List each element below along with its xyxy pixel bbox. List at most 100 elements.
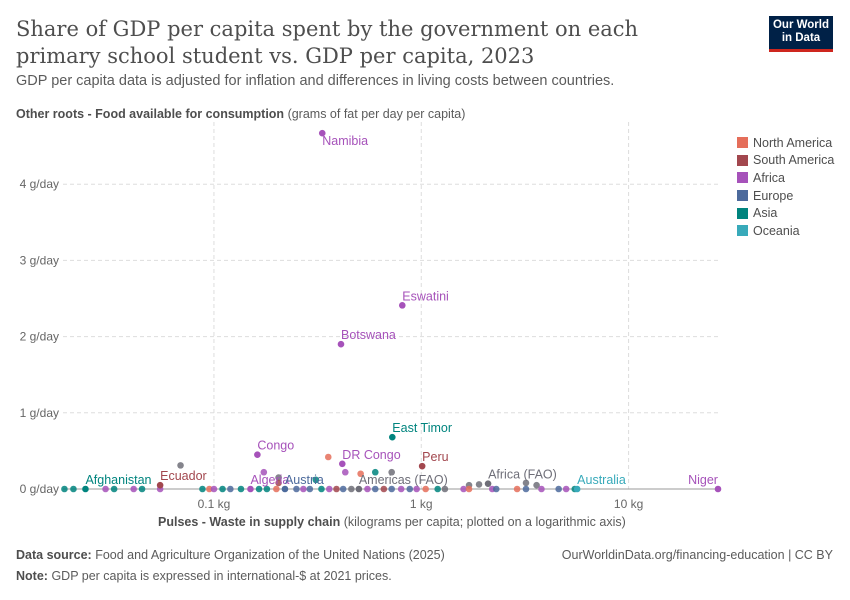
data-point — [418, 462, 426, 470]
data-point — [293, 485, 300, 493]
legend-item[interactable]: Europe — [737, 187, 834, 205]
data-point — [389, 433, 396, 441]
data-point — [492, 485, 500, 493]
data-point — [522, 485, 530, 493]
data-point — [273, 485, 280, 493]
data-point — [522, 479, 530, 487]
x-tick-label: 1 kg — [410, 497, 433, 511]
data-point — [397, 485, 405, 493]
y-tick-label: 0 g/day — [20, 482, 59, 496]
legend-swatch — [737, 190, 748, 202]
data-point — [371, 485, 379, 493]
legend-label: Oceania — [753, 223, 800, 238]
data-point — [388, 468, 395, 476]
data-point — [422, 485, 429, 493]
data-point — [102, 485, 109, 493]
legend-label: Europe — [753, 188, 794, 203]
y-tick-label: 1 g/day — [20, 406, 59, 420]
data-point — [177, 462, 184, 469]
data-point — [206, 485, 213, 493]
legend-swatch — [737, 172, 748, 184]
data-point — [434, 485, 441, 493]
data-point — [460, 485, 467, 493]
legend-swatch — [737, 154, 748, 166]
data-point — [371, 468, 379, 476]
y-tick-label: 2 g/day — [20, 330, 59, 344]
note: Note: GDP per capita is expressed in int… — [16, 569, 392, 583]
data-point — [388, 485, 395, 493]
data-point — [130, 485, 137, 493]
data-point — [263, 485, 271, 493]
data-point — [210, 485, 218, 493]
data-point — [406, 485, 414, 493]
data-point — [324, 453, 332, 461]
legend-swatch — [737, 225, 748, 237]
data-point — [110, 485, 118, 493]
x-tick-label: 10 kg — [614, 497, 643, 511]
point-label: Africa (FAO) — [488, 468, 557, 482]
point-label: Afghanistan — [85, 473, 151, 487]
data-point — [348, 485, 355, 493]
chart-subtitle: GDP per capita data is adjusted for infl… — [16, 73, 615, 89]
data-point — [325, 485, 333, 493]
x-axis-label: Pulses - Waste in supply chain (kilogram… — [158, 515, 626, 529]
point-label: DR Congo — [342, 448, 400, 462]
legend-item[interactable]: South America — [737, 152, 834, 170]
legend-item[interactable]: Africa — [737, 169, 834, 187]
point-label: Ecuador — [160, 469, 207, 483]
data-point — [255, 485, 263, 493]
point-label: Congo — [257, 439, 294, 453]
source-url[interactable]: OurWorldinData.org/financing-education |… — [561, 548, 833, 562]
y-tick-label: 4 g/day — [20, 177, 59, 191]
data-point — [247, 485, 254, 493]
legend-item[interactable]: Oceania — [737, 222, 834, 240]
data-point — [333, 485, 340, 493]
point-label: Botswana — [341, 328, 396, 342]
data-point — [562, 485, 570, 493]
x-tick-label: 0.1 kg — [198, 497, 231, 511]
point-label: East Timor — [392, 421, 452, 435]
data-point — [555, 485, 562, 493]
y-axis-label: Other roots - Food available for consump… — [16, 107, 466, 121]
legend-label: Africa — [753, 170, 785, 185]
point-label: Australia — [577, 473, 626, 487]
point-label: Eswatini — [402, 289, 449, 303]
data-point — [70, 485, 77, 493]
legend-label: South America — [753, 153, 835, 168]
legend-item[interactable]: Asia — [737, 204, 834, 222]
data-point — [413, 485, 420, 493]
point-label: Algeria — [250, 473, 289, 487]
data-point — [260, 468, 268, 476]
data-point — [300, 485, 307, 493]
legend-label: Asia — [753, 206, 778, 221]
data-point — [339, 485, 347, 493]
owid-logo[interactable]: Our World in Data — [769, 16, 833, 52]
data-point — [237, 485, 245, 493]
data-point — [441, 485, 449, 493]
chart-title: Share of GDP per capita spent by the gov… — [16, 17, 639, 68]
data-point — [338, 460, 346, 468]
data-point — [533, 481, 540, 489]
data-point — [219, 485, 226, 493]
data-point — [156, 481, 164, 489]
data-point — [398, 302, 406, 309]
legend: North America South America Africa Europe As… — [737, 134, 834, 240]
legend-swatch — [737, 137, 748, 149]
data-point — [465, 485, 473, 493]
legend-item[interactable]: North America — [737, 134, 834, 152]
data-point — [513, 485, 521, 493]
data-point — [227, 485, 234, 493]
data-point — [138, 485, 146, 493]
data-point — [254, 451, 261, 459]
data-source: Data source: Food and Agriculture Organi… — [16, 548, 445, 562]
legend-label: North America — [753, 135, 833, 150]
point-label: Peru — [422, 450, 448, 464]
point-label: Niger — [688, 473, 718, 487]
data-point — [275, 474, 282, 481]
point-label: Americas (FAO) — [359, 473, 448, 487]
data-point — [538, 485, 545, 493]
data-point — [318, 129, 326, 137]
point-label: Austria — [285, 473, 324, 487]
data-point — [312, 476, 320, 484]
